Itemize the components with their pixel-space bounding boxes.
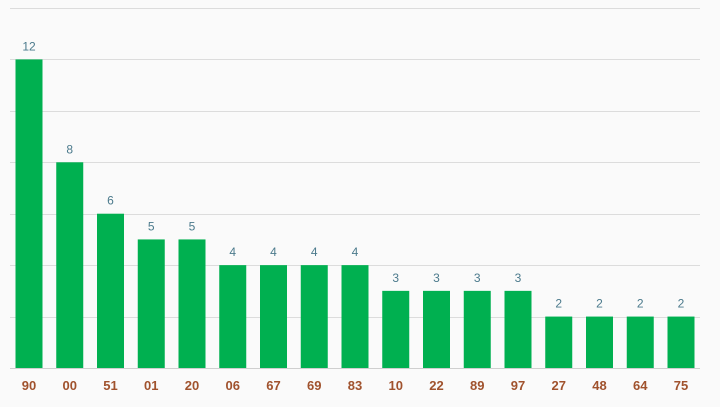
bar-00[interactable] <box>56 162 84 368</box>
bar-01[interactable] <box>137 239 165 368</box>
category-label-00: 00 <box>63 378 77 393</box>
category-label-48: 48 <box>592 378 606 393</box>
bar-51[interactable] <box>97 213 124 368</box>
value-label-67: 4 <box>270 245 277 259</box>
value-label-97: 3 <box>515 271 522 285</box>
bar-75[interactable] <box>667 316 695 368</box>
value-label-06: 4 <box>229 245 236 259</box>
bar-67[interactable] <box>260 265 287 368</box>
category-label-89: 89 <box>470 378 484 393</box>
bars <box>15 59 695 369</box>
category-label-51: 51 <box>103 378 117 393</box>
category-label-64: 64 <box>633 378 648 393</box>
bar-64[interactable] <box>626 316 654 368</box>
category-label-22: 22 <box>429 378 443 393</box>
value-label-22: 3 <box>433 271 440 285</box>
category-label-01: 01 <box>144 378 158 393</box>
value-label-00: 8 <box>66 142 73 156</box>
bar-06[interactable] <box>219 265 247 368</box>
bar-10[interactable] <box>382 290 410 368</box>
bar-48[interactable] <box>586 316 613 368</box>
category-label-20: 20 <box>185 378 199 393</box>
value-label-89: 3 <box>474 271 481 285</box>
value-label-75: 2 <box>678 297 685 311</box>
category-label-83: 83 <box>348 378 362 393</box>
category-label-97: 97 <box>511 378 525 393</box>
category-labels: 90 00 51 01 20 06 67 69 83 10 22 89 97 27 48 64 75 <box>22 378 688 393</box>
bar-83[interactable] <box>341 265 369 368</box>
category-label-69: 69 <box>307 378 321 393</box>
value-label-64: 2 <box>637 297 644 311</box>
value-label-69: 4 <box>311 245 318 259</box>
value-label-51: 6 <box>107 194 114 208</box>
bar-97[interactable] <box>504 290 532 368</box>
category-label-90: 90 <box>22 378 36 393</box>
bar-90[interactable] <box>15 59 43 369</box>
value-label-48: 2 <box>596 297 603 311</box>
value-labels: 12 8 6 5 5 4 4 4 4 3 3 3 3 2 2 2 2 <box>22 39 684 310</box>
value-label-20: 5 <box>189 219 196 233</box>
category-label-75: 75 <box>674 378 688 393</box>
bar-69[interactable] <box>300 265 328 368</box>
bar-20[interactable] <box>178 239 206 368</box>
value-label-83: 4 <box>352 245 359 259</box>
bar-22[interactable] <box>423 290 450 368</box>
bar-89[interactable] <box>463 290 491 368</box>
category-label-27: 27 <box>552 378 566 393</box>
value-label-10: 3 <box>392 271 399 285</box>
value-label-90: 12 <box>22 39 36 53</box>
category-label-10: 10 <box>389 378 403 393</box>
category-label-06: 06 <box>226 378 240 393</box>
bar-27[interactable] <box>545 316 573 368</box>
category-label-67: 67 <box>266 378 280 393</box>
value-label-27: 2 <box>555 297 562 311</box>
value-label-01: 5 <box>148 219 155 233</box>
